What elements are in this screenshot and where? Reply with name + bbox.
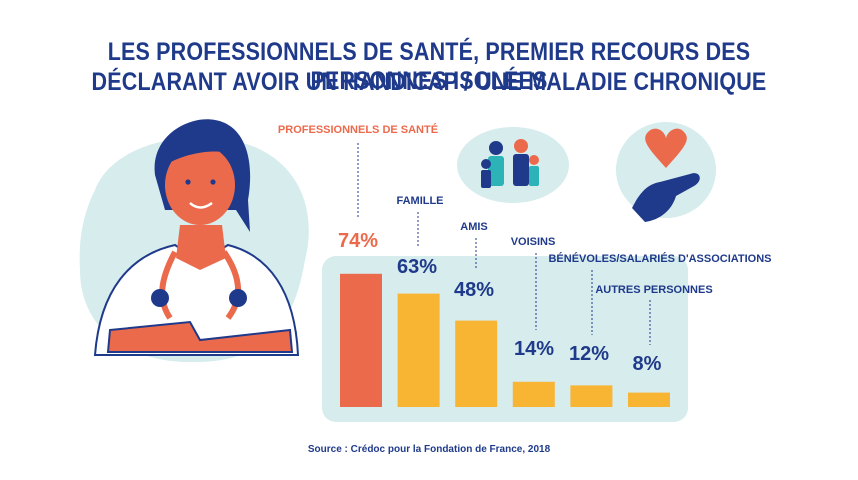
source-note: Source : Crédoc pour la Fondation de Fra… bbox=[307, 444, 551, 455]
bar-2 bbox=[455, 320, 498, 407]
family-icon bbox=[457, 127, 569, 203]
category-label-1: FAMILLE bbox=[396, 195, 443, 207]
bar-1 bbox=[397, 293, 440, 407]
bar-4 bbox=[570, 385, 613, 407]
doctor-arms bbox=[106, 320, 294, 353]
doctor-neck bbox=[176, 225, 226, 270]
bar-5 bbox=[628, 392, 670, 407]
category-label-5: AUTRES PERSONNES bbox=[595, 284, 712, 296]
value-label-4: 12% bbox=[569, 343, 609, 365]
doctor-smile bbox=[189, 201, 213, 209]
doctor-eye-left bbox=[185, 179, 191, 185]
category-label-4: BÉNÉVOLES/SALARIÉS D'ASSOCIATIONS bbox=[548, 252, 771, 265]
doctor-hair-fringe bbox=[165, 142, 240, 165]
leader-lines bbox=[357, 143, 651, 345]
stethoscope-earpiece-left bbox=[151, 289, 169, 307]
stethoscope bbox=[159, 250, 242, 320]
doctor-eye-right bbox=[210, 179, 216, 185]
value-label-2: 48% bbox=[454, 279, 494, 301]
doctor-illustration bbox=[79, 119, 309, 363]
category-label-3: VOISINS bbox=[511, 236, 556, 248]
bar-3 bbox=[512, 381, 555, 407]
bar-0 bbox=[340, 273, 382, 407]
value-label-5: 8% bbox=[633, 353, 662, 375]
chart-title-line-2: DÉCLARANT AVOIR UN HANDICAP / UNE MALADI… bbox=[91, 68, 767, 96]
value-label-3: 14% bbox=[514, 338, 554, 360]
bars-group bbox=[340, 273, 670, 407]
value-label-0: 74% bbox=[338, 230, 378, 252]
chart-title-line-1: LES PROFESSIONNELS DE SANTÉ, PREMIER REC… bbox=[107, 38, 751, 95]
doctor-face bbox=[165, 145, 235, 225]
category-label-2: AMIS bbox=[460, 221, 488, 233]
value-label-1: 63% bbox=[397, 256, 437, 278]
hand-heart-icon bbox=[616, 122, 716, 222]
category-label-0: PROFESSIONNELS DE SANTÉ bbox=[278, 123, 438, 136]
stethoscope-earpiece-right bbox=[229, 289, 247, 307]
labels-group: 74% PROFESSIONNELS DE SANTÉ 63% FAMILLE 48% A… bbox=[278, 123, 772, 375]
